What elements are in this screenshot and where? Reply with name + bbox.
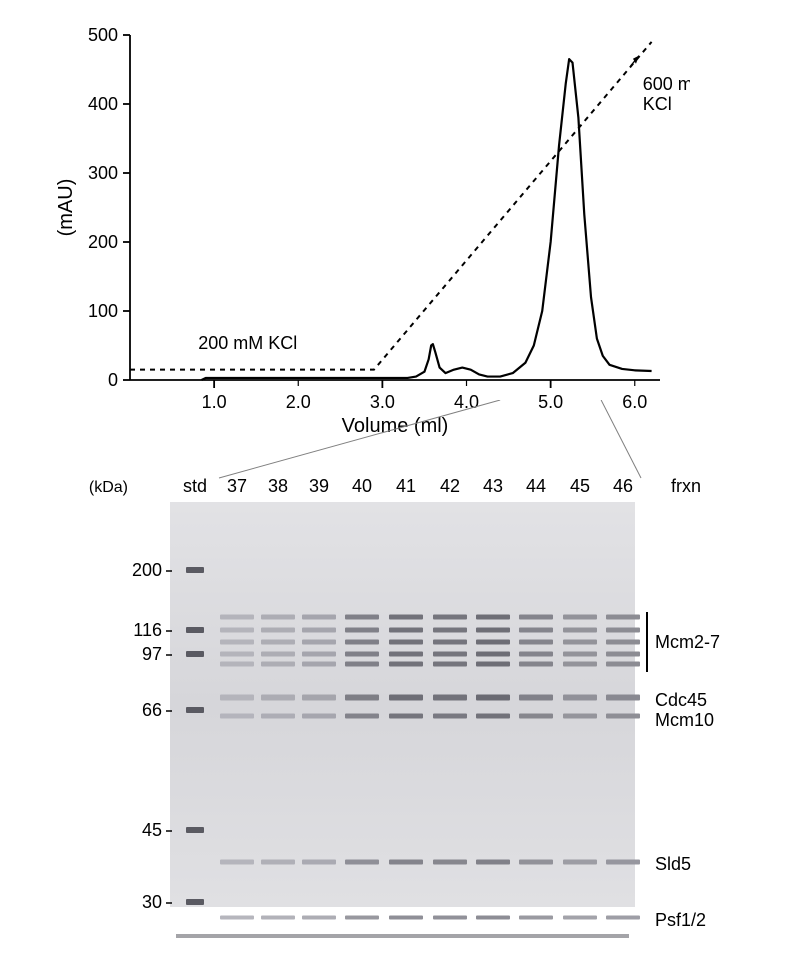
svg-text:300: 300 [88, 163, 118, 183]
svg-text:200: 200 [88, 232, 118, 252]
figure-wrap: 01002003004005001.03.05.02.04.06.0Volume… [50, 20, 750, 940]
svg-text:116: 116 [133, 620, 162, 640]
gel-svg: (kDa)std37383940414243444546frxn20011697… [50, 460, 750, 940]
svg-text:66: 66 [142, 700, 162, 720]
svg-text:400: 400 [88, 94, 118, 114]
svg-text:KCl: KCl [643, 94, 672, 114]
connector-lines [50, 400, 750, 490]
svg-text:Psf1/2: Psf1/2 [655, 910, 706, 930]
gel-panel: (kDa)std37383940414243444546frxn20011697… [50, 460, 750, 940]
svg-text:200 mM KCl: 200 mM KCl [198, 333, 297, 353]
svg-text:0: 0 [108, 370, 118, 390]
svg-text:100: 100 [88, 301, 118, 321]
svg-text:45: 45 [142, 820, 162, 840]
svg-text:200: 200 [132, 560, 162, 580]
svg-text:30: 30 [142, 892, 162, 912]
svg-text:Mcm2-7: Mcm2-7 [655, 632, 720, 652]
svg-text:500: 500 [88, 25, 118, 45]
chromatogram-svg: 01002003004005001.03.05.02.04.06.0Volume… [50, 20, 690, 440]
svg-text:600 mM: 600 mM [643, 74, 690, 94]
svg-text:97: 97 [142, 644, 162, 664]
svg-text:(mAU): (mAU) [55, 179, 77, 237]
svg-text:Mcm10: Mcm10 [655, 710, 714, 730]
svg-text:Cdc45: Cdc45 [655, 690, 707, 710]
svg-text:Sld5: Sld5 [655, 854, 691, 874]
chromatogram-chart: 01002003004005001.03.05.02.04.06.0Volume… [50, 20, 690, 440]
